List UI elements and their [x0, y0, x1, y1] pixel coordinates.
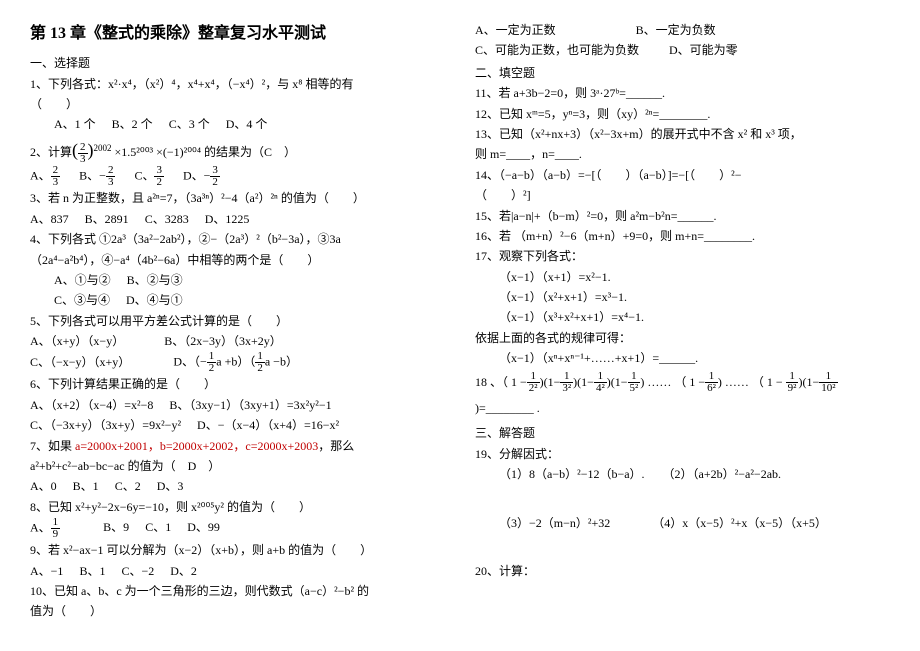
q17-l2: （x−1）（x²+x+1）=x³−1. [475, 287, 890, 307]
q17-l5: （x−1）（xⁿ+xⁿ⁻¹+……+x+1）=______. [475, 348, 890, 368]
q8-stem: 8、已知 x²+y²−2x−6y=−10，则 x²⁰⁰⁵y² 的值为（ ） [30, 497, 445, 517]
q17-l1: （x−1）（x+1）=x²−1. [475, 267, 890, 287]
spacer-2 [475, 533, 890, 561]
doc-title: 第 13 章《整式的乘除》整章复习水平测试 [30, 20, 445, 47]
q2-opts: A、23 B、−23 C、32 D、−32 [30, 165, 445, 188]
q3-stem: 3、若 n 为正整数，且 a²ⁿ=7，（3a³ⁿ）²−4（a²）²ⁿ 的值为（ … [30, 188, 445, 208]
q1-opts: A、1 个B、2 个C、3 个D、4 个 [30, 114, 445, 134]
q4-stem2: （2a⁴−a²b⁴），④−a⁴（4b²−6a）中相等的两个是（ ） [30, 250, 445, 270]
q20: 20、计算： [475, 561, 890, 581]
q18: 18 、（ 1 −12²)(1−13²)(1−14²)(1−15²) …… （ … [475, 369, 890, 422]
section-1-head: 一、选择题 [30, 53, 445, 73]
q6-opts1: A、（x+2）（x−4）=x²−8B、（3xy−1）（3xy+1）=3x²y²−… [30, 395, 445, 415]
q3-opts: A、837B、2891C、3283D、1225 [30, 209, 445, 229]
q19-head: 19、分解因式： [475, 444, 890, 464]
q14a: 14、（−a−b）（a−b）=−[（ ）（a−b）]=−[（ ）²− [475, 165, 890, 185]
q2-stem: 2、计算(23)2002 ×1.5²⁰⁰³ ×(−1)²⁰⁰⁴ 的结果为（C ） [30, 135, 445, 166]
q4-opts1: A、①与②B、②与③ [30, 270, 445, 290]
q19-p1: （1）8（a−b）²−12（b−a）. （2）（a+2b）²−a²−2ab. [475, 464, 890, 484]
q17-l4: 依据上面的各式的规律可得： [475, 328, 890, 348]
q19-p2: （3）−2（m−n）²+32 （4）x（x−5）²+x（x−5）（x+5） [475, 513, 890, 533]
q5-stem: 5、下列各式可以用平方差公式计算的是（ ） [30, 311, 445, 331]
q7-stem1: 7、如果 a=2000x+2001，b=2000x+2002，c=2000x+2… [30, 436, 445, 456]
q6-stem: 6、下列计算结果正确的是（ ） [30, 374, 445, 394]
q10-stem: 10、已知 a、b、c 为一个三角形的三边，则代数式（a−c）²−b² 的 [30, 581, 445, 601]
q10-line2: 值为（ ） [30, 601, 445, 621]
q5-opts2: C、（−x−y）（x+y） D、（−12a +b）（12a −b） [30, 351, 445, 374]
spacer-1 [475, 485, 890, 513]
q1-paren: （ ） [30, 94, 445, 114]
q10-opts2: C、可能为正数，也可能为负数D、可能为零 [475, 40, 890, 60]
section-2-head: 二、填空题 [475, 63, 890, 83]
q8-opts: A、19 B、9C、1D、99 [30, 517, 445, 540]
section-3-head: 三、解答题 [475, 423, 890, 443]
q13a: 13、已知（x²+nx+3）（x²−3x+m）的展开式中不含 x² 和 x³ 项… [475, 124, 890, 144]
q6-opts2: C、（−3x+y）（3x+y）=9x²−y²D、−（x−4）（x+4）=16−x… [30, 415, 445, 435]
q12: 12、已知 xᵐ=5，yⁿ=3，则（xy）²ⁿ=________. [475, 104, 890, 124]
q14b: （ ）²] [475, 185, 890, 205]
q15: 15、若|a−n|+（b−m）²=0，则 a²m−b²n=______. [475, 206, 890, 226]
q4-stem1: 4、下列各式 ①2a³（3a²−2ab²），②−（2a³）²（b²−3a），③3… [30, 229, 445, 249]
q17-head: 17、观察下列各式： [475, 246, 890, 266]
q5-opts1: A、（x+y）（x−y）B、（2x−3y）（3x+2y） [30, 331, 445, 351]
q10-opts1: A、一定为正数B、一定为负数 [475, 20, 890, 40]
q4-opts2: C、③与④D、④与① [30, 290, 445, 310]
q11: 11、若 a+3b−2=0，则 3ᵃ·27ᵇ=______. [475, 83, 890, 103]
q9-opts: A、−1B、1C、−2D、2 [30, 561, 445, 581]
q1-stem: 1、下列各式：x²·x⁴，（x²）⁴，x⁴+x⁴，（−x⁴）²，与 x⁸ 相等的… [30, 74, 445, 94]
q9-stem: 9、若 x²−ax−1 可以分解为（x−2）（x+b），则 a+b 的值为（ ） [30, 540, 445, 560]
q16: 16、若 （m+n）²−6（m+n）+9=0，则 m+n=________. [475, 226, 890, 246]
q13b: 则 m=____，n=____. [475, 144, 890, 164]
q7-opts: A、0B、1C、2D、3 [30, 476, 445, 496]
q7-stem2: a²+b²+c²−ab−bc−ac 的值为（ D ） [30, 456, 445, 476]
q17-l3: （x−1）（x³+x²+x+1）=x⁴−1. [475, 307, 890, 327]
